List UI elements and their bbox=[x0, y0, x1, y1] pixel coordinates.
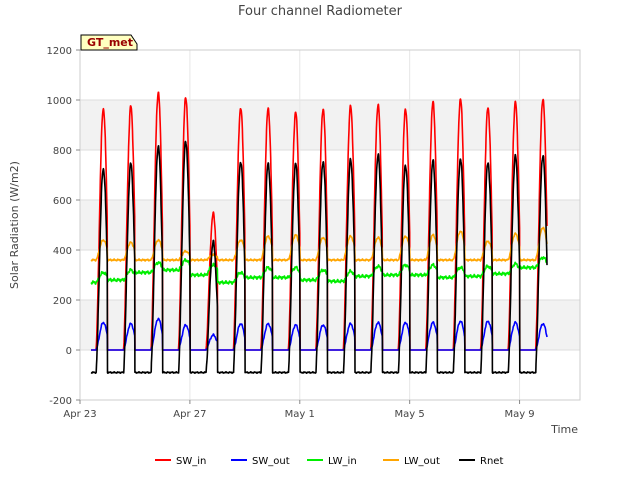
y-tick-label: 800 bbox=[53, 146, 72, 157]
site-badge: GT_met bbox=[80, 34, 138, 51]
legend-label-lw-out: LW_out bbox=[404, 456, 440, 467]
chart-title: Four channel Radiometer bbox=[238, 4, 403, 19]
legend: SW_in SW_out LW_in LW_out Rnet bbox=[155, 456, 503, 467]
x-tick-label: May 1 bbox=[285, 409, 315, 420]
y-tick-label: 400 bbox=[53, 246, 72, 257]
plot-band bbox=[80, 100, 580, 150]
legend-label-sw-out: SW_out bbox=[252, 456, 290, 467]
y-tick-label: 0 bbox=[66, 346, 72, 357]
series-lines bbox=[90, 91, 548, 374]
x-axis-label: Time bbox=[550, 423, 578, 436]
legend-label-sw-in: SW_in bbox=[176, 456, 206, 467]
legend-label-lw-in: LW_in bbox=[328, 456, 357, 467]
axes: -200 0 200 400 600 800 1000 1200 Apr 23 Apr 27 May… bbox=[47, 46, 535, 420]
y-tick-label: 1000 bbox=[47, 96, 72, 107]
legend-label-rnet: Rnet bbox=[480, 456, 503, 467]
plot-band bbox=[80, 300, 580, 350]
x-tick-label: Apr 23 bbox=[63, 409, 96, 420]
plot-frame bbox=[79, 49, 581, 401]
series-line-sw-out bbox=[90, 317, 548, 351]
series-line-rnet bbox=[90, 140, 548, 374]
y-tick-label: 1200 bbox=[47, 46, 72, 57]
y-tick-label: 200 bbox=[53, 296, 72, 307]
y-axis-label: Solar Radiation (W/m2) bbox=[8, 161, 21, 289]
plot-band bbox=[80, 200, 580, 250]
y-tick-label: -200 bbox=[49, 396, 72, 407]
x-tick-label: Apr 27 bbox=[173, 409, 206, 420]
x-tick-label: May 9 bbox=[504, 409, 534, 420]
site-badge-label: GT_met bbox=[87, 36, 133, 49]
x-tick-label: May 5 bbox=[395, 409, 425, 420]
y-tick-label: 600 bbox=[53, 196, 72, 207]
